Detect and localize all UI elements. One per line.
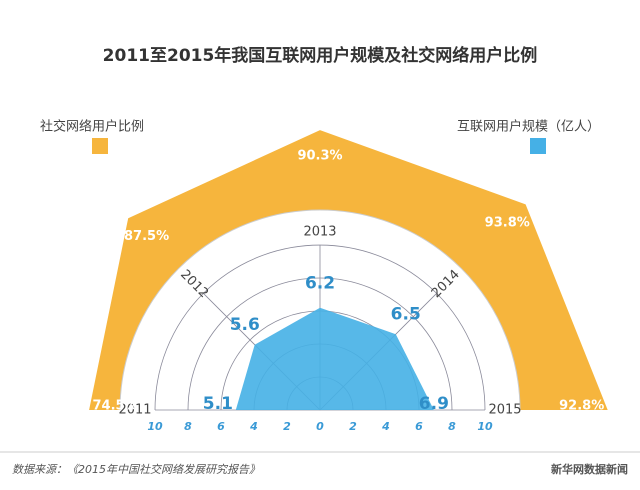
tick-label: 8 <box>448 420 456 433</box>
tick-label: 10 <box>477 420 493 433</box>
tick-label: 6 <box>217 420 225 433</box>
data-label: 74.5% <box>92 399 137 414</box>
outer-arc <box>119 209 521 411</box>
tick-label: 8 <box>184 420 192 433</box>
data-label: 5.1 <box>203 394 233 414</box>
data-label: 6.2 <box>305 274 335 294</box>
data-label: 93.8% <box>485 215 530 230</box>
brand: 新华网数据新闻 <box>551 462 628 476</box>
data-label: 90.3% <box>297 149 342 164</box>
legend-label: 互联网用户规模（亿人） <box>457 119 600 135</box>
tick-label: 4 <box>381 420 390 433</box>
data-label: 6.9 <box>419 394 449 414</box>
legend-swatch <box>530 138 546 154</box>
category-label: 2013 <box>303 225 336 240</box>
legend-label: 社交网络用户比例 <box>40 119 144 135</box>
tick-label: 4 <box>249 420 258 433</box>
legend-swatch <box>92 138 108 154</box>
category-label: 2015 <box>488 403 521 418</box>
tick-label: 6 <box>415 420 423 433</box>
source: 数据来源：《2015年中国社交网络发展研究报告》 <box>12 463 260 476</box>
category-label: 2011 <box>118 403 151 418</box>
area <box>235 307 434 410</box>
tick-label: 0 <box>316 420 324 433</box>
tick-label: 2 <box>349 420 357 433</box>
chart-title: 2011至2015年我国互联网用户规模及社交网络用户比例 <box>103 45 538 66</box>
data-label: 5.6 <box>230 315 260 335</box>
data-label: 92.8% <box>559 399 604 414</box>
tick-label: 10 <box>147 420 163 433</box>
tick-label: 2 <box>283 420 291 433</box>
data-label: 6.5 <box>391 304 421 324</box>
data-label: 87.5% <box>124 229 169 244</box>
